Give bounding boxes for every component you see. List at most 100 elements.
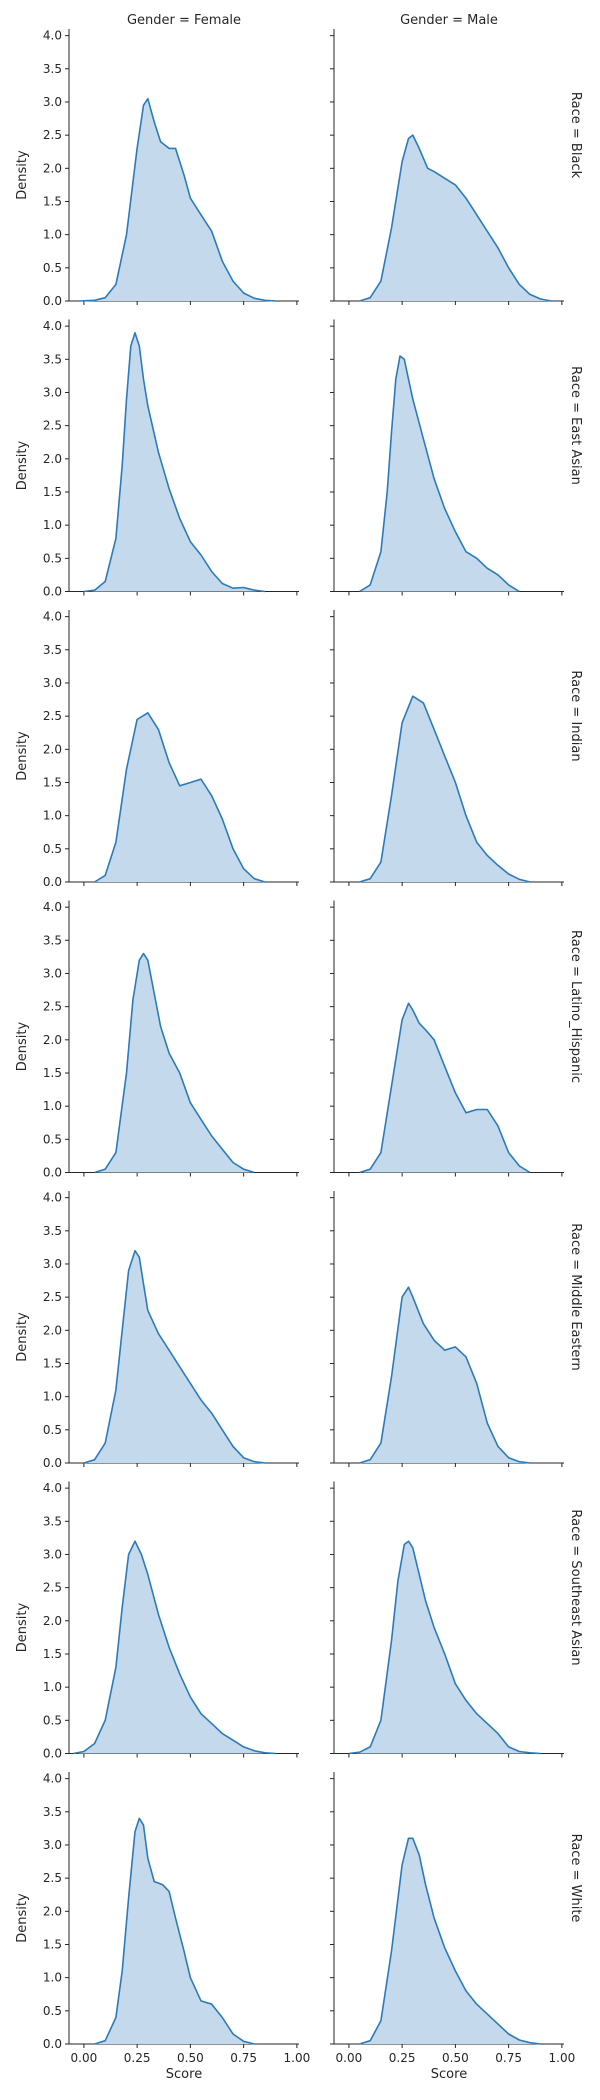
density-line: [83, 332, 265, 593]
facet-panel: [330, 900, 564, 1177]
x-tick-label: 0.50: [177, 2051, 204, 2065]
density-line: [94, 952, 255, 1174]
y-tick-label: 0.5: [43, 842, 62, 856]
y-tick-label: 3.5: [43, 62, 62, 76]
y-axis-label: Density: [15, 731, 30, 781]
density-area: [348, 1541, 541, 1754]
y-tick-label: 0.5: [43, 1132, 62, 1146]
y-tick-label: 3.0: [43, 385, 62, 399]
density-area: [359, 1287, 530, 1463]
x-axis-label: Score: [431, 2067, 467, 2082]
y-tick-label: 2.0: [43, 161, 62, 175]
facet-panel: [330, 610, 564, 886]
y-tick-label: 1.0: [43, 228, 62, 242]
y-tick-label: 2.5: [43, 709, 62, 723]
y-tick-label: 4.0: [43, 1772, 62, 1786]
y-tick-label: 2.5: [43, 1290, 62, 1304]
row-title: Race = Black: [568, 92, 583, 179]
y-tick-label: 2.5: [43, 1000, 62, 1014]
row-title: Race = Indian: [568, 670, 583, 761]
y-tick-label: 2.5: [43, 1871, 62, 1885]
density-line: [79, 97, 276, 302]
y-tick-label: 1.5: [43, 194, 62, 208]
facet-labels: Gender = Female Gender = Male Density Race …: [15, 13, 583, 2082]
density-area: [94, 953, 255, 1173]
y-tick-label: 0.0: [43, 1456, 62, 1470]
density-line: [73, 1540, 276, 1755]
row-title: Race = Southeast Asian: [568, 1509, 583, 1665]
y-axis-label: Density: [15, 150, 30, 200]
x-tick-label: 0.25: [389, 2051, 416, 2065]
y-tick-label: 3.0: [43, 1257, 62, 1271]
facet-panel: 0.0 0.5 1.0 1.5 2.0 2.5 3.0 3.5 4.0: [43, 29, 299, 308]
y-tick-label: 3.0: [43, 966, 62, 980]
y-tick-label: 0.0: [43, 1166, 62, 1180]
density-area: [359, 1838, 541, 2044]
density-area: [359, 1003, 530, 1173]
y-axis-label: Density: [15, 1602, 30, 1652]
x-tick-label: 0.75: [495, 2051, 522, 2065]
y-tick-label: 0.0: [43, 294, 62, 308]
y-tick-label: 2.0: [43, 1614, 62, 1628]
y-tick-label: 1.0: [43, 1680, 62, 1694]
y-tick-label: 0.5: [43, 1713, 62, 1727]
y-tick-label: 0.5: [43, 1423, 62, 1437]
facet-panel: [330, 1481, 564, 1758]
density-area: [83, 332, 265, 592]
y-tick-label: 0.5: [43, 551, 62, 565]
facet-panel: 0.0 0.5 1.0 1.5 2.0 2.5 3.0 3.5 4.0: [43, 319, 299, 599]
x-tick-label: 0.75: [230, 2051, 257, 2065]
y-tick-label: 0.0: [43, 585, 62, 599]
y-tick-label: 0.0: [43, 1747, 62, 1761]
y-tick-label: 2.5: [43, 128, 62, 142]
x-tick-label: 0.25: [124, 2051, 151, 2065]
density-line: [359, 695, 531, 883]
y-tick-label: 3.5: [43, 1514, 62, 1528]
y-axis-label: Density: [15, 1312, 30, 1362]
y-tick-label: 1.5: [43, 1647, 62, 1661]
y-tick-label: 2.5: [43, 419, 62, 433]
y-tick-label: 0.5: [43, 261, 62, 275]
x-tick-label: 1.00: [284, 2051, 311, 2065]
density-area: [359, 356, 520, 592]
density-line: [359, 355, 520, 593]
y-tick-label: 1.5: [43, 1066, 62, 1080]
x-tick-label: 0.00: [71, 2051, 98, 2065]
y-tick-label: 3.5: [43, 933, 62, 947]
y-axis-label: Density: [15, 1893, 30, 1943]
y-tick-label: 1.0: [43, 518, 62, 532]
y-tick-label: 3.5: [43, 643, 62, 657]
y-tick-label: 2.0: [43, 1033, 62, 1047]
y-tick-label: 1.0: [43, 809, 62, 823]
density-line: [359, 1837, 541, 2045]
facet-panel: [330, 319, 564, 596]
density-line: [83, 1249, 265, 1464]
y-tick-label: 3.5: [43, 1224, 62, 1238]
facet-panel: 0.0 0.5 1.0 1.5 2.0 2.5 3.0 3.5 4.0 0.00 0.25 0.50 0…: [43, 1772, 310, 2065]
y-tick-label: 3.0: [43, 95, 62, 109]
x-tick-label: 0.50: [442, 2051, 469, 2065]
y-tick-label: 0.0: [43, 2037, 62, 2051]
y-tick-label: 1.5: [43, 1937, 62, 1951]
density-area: [94, 712, 265, 882]
y-tick-label: 1.0: [43, 1971, 62, 1985]
x-axis-label: Score: [166, 2067, 202, 2082]
y-tick-label: 3.0: [43, 1838, 62, 1852]
density-area: [359, 696, 530, 882]
y-tick-label: 1.5: [43, 485, 62, 499]
density-area: [79, 98, 276, 301]
row-title: Race = White: [568, 1834, 583, 1923]
facet-panel: 0.0 0.5 1.0 1.5 2.0 2.5 3.0 3.5 4.0: [43, 1481, 299, 1761]
y-tick-label: 4.0: [43, 319, 62, 333]
y-tick-label: 4.0: [43, 610, 62, 624]
y-axis-label: Density: [15, 440, 30, 490]
y-tick-label: 2.5: [43, 1581, 62, 1595]
y-tick-label: 3.0: [43, 1547, 62, 1561]
facet-panel: [330, 1191, 564, 1467]
y-tick-label: 2.0: [43, 742, 62, 756]
facet-panel: 0.0 0.5 1.0 1.5 2.0 2.5 3.0 3.5 4.0: [43, 1191, 299, 1470]
y-tick-label: 1.5: [43, 775, 62, 789]
y-tick-label: 3.5: [43, 352, 62, 366]
y-tick-label: 4.0: [43, 1191, 62, 1205]
